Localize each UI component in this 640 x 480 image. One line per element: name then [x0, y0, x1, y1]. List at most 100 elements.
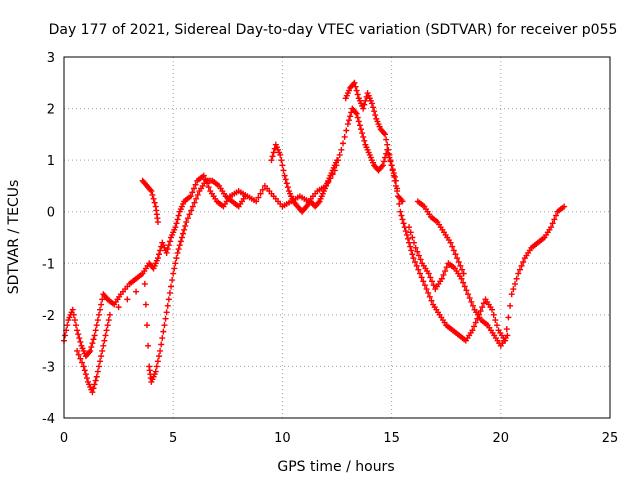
- data-point: [151, 199, 158, 206]
- data-point: [74, 347, 81, 354]
- data-point: [159, 335, 166, 342]
- data-point: [372, 112, 379, 119]
- data-point: [73, 322, 80, 329]
- data-point: [163, 309, 170, 316]
- data-point: [493, 322, 500, 329]
- data-point: [428, 297, 435, 304]
- data-point: [105, 317, 112, 324]
- y-tick-label: 2: [47, 103, 55, 118]
- data-point: [382, 131, 389, 138]
- data-point: [417, 256, 424, 263]
- data-point: [402, 228, 409, 235]
- data-point: [344, 121, 351, 128]
- data-point: [87, 347, 94, 354]
- data-point: [403, 231, 410, 238]
- data-point: [88, 344, 95, 351]
- data-point: [454, 255, 461, 262]
- x-tick-label: 25: [602, 431, 619, 446]
- data-point: [469, 302, 476, 309]
- data-point: [465, 291, 472, 298]
- data-point: [449, 243, 456, 250]
- data-point: [520, 258, 527, 265]
- data-point: [162, 315, 169, 322]
- data-point: [192, 181, 199, 188]
- data-point: [399, 198, 406, 205]
- data-point: [181, 226, 188, 233]
- data-point: [489, 306, 496, 313]
- data-point: [158, 341, 165, 348]
- data-point: [469, 327, 476, 334]
- y-tick-labels: -4 -3 -2 -1 0 1 2 3: [42, 51, 55, 427]
- data-point: [352, 83, 359, 90]
- data-point: [90, 336, 97, 343]
- data-point: [176, 242, 183, 249]
- data-point: [430, 282, 437, 289]
- data-point: [343, 127, 350, 134]
- data-point: [278, 157, 285, 164]
- data-point: [359, 130, 366, 137]
- data-point: [418, 274, 425, 281]
- data-point: [154, 255, 161, 262]
- data-point: [479, 304, 486, 311]
- y-tick-label: 1: [47, 154, 55, 169]
- chart-title: Day 177 of 2021, Sidereal Day-to-day VTE…: [49, 22, 618, 38]
- data-point: [172, 224, 179, 231]
- data-point: [347, 113, 354, 120]
- data-point: [145, 342, 152, 349]
- data-point: [166, 289, 173, 296]
- data-point: [283, 180, 290, 187]
- data-point: [362, 97, 369, 104]
- data-point: [183, 219, 190, 226]
- data-point: [165, 242, 172, 249]
- data-point: [147, 186, 154, 193]
- data-point: [551, 216, 558, 223]
- data-point: [511, 280, 518, 287]
- data-point: [492, 317, 499, 324]
- data-point: [77, 338, 84, 345]
- data-point: [156, 251, 163, 258]
- data-point: [396, 200, 403, 207]
- data-point: [255, 194, 262, 201]
- data-point: [508, 291, 515, 298]
- data-point: [423, 286, 430, 293]
- data-point: [504, 332, 511, 339]
- data-point: [175, 246, 182, 253]
- data-point: [429, 278, 436, 285]
- data-point: [99, 347, 106, 354]
- data-point: [157, 247, 164, 254]
- data-point: [75, 331, 82, 338]
- data-point: [191, 199, 198, 206]
- data-point: [360, 133, 367, 140]
- data-point: [385, 146, 392, 153]
- data-point: [415, 252, 422, 259]
- data-point: [174, 249, 181, 256]
- data-point: [421, 282, 428, 289]
- data-point: [200, 172, 207, 179]
- data-point: [148, 188, 155, 195]
- data-point: [95, 311, 102, 318]
- data-point: [90, 385, 97, 392]
- x-tick-label: 5: [169, 431, 177, 446]
- data-point: [149, 191, 156, 198]
- data-point: [81, 367, 88, 374]
- data-point: [79, 359, 86, 366]
- data-point: [186, 211, 193, 218]
- data-point: [442, 268, 449, 275]
- data-point: [388, 162, 395, 169]
- data-point: [172, 260, 179, 267]
- data-point: [103, 327, 110, 334]
- data-point: [480, 300, 487, 307]
- data-point: [166, 238, 173, 245]
- data-point: [477, 307, 484, 314]
- data-point: [142, 301, 149, 308]
- data-point: [415, 266, 422, 273]
- data-point: [390, 172, 397, 179]
- data-point: [257, 190, 264, 197]
- data-point: [268, 157, 275, 164]
- data-point: [472, 319, 479, 326]
- data-point: [182, 222, 189, 229]
- data-point: [354, 114, 361, 121]
- data-point: [412, 258, 419, 265]
- x-tick-label: 20: [493, 431, 510, 446]
